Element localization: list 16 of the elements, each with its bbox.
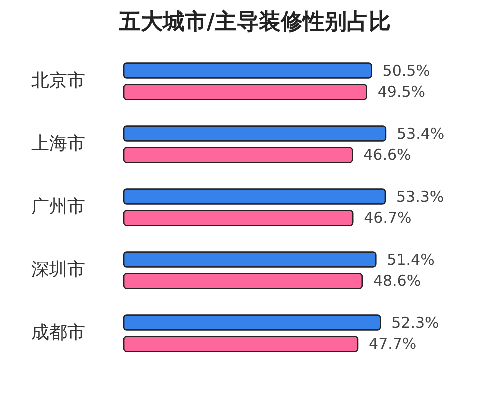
y-tick-label: 成都市 bbox=[32, 322, 86, 344]
y-tick-label: 广州市 bbox=[32, 196, 86, 218]
chart-title: 五大城市/主导装修性别占比 bbox=[118, 9, 392, 35]
y-tick-label: 北京市 bbox=[32, 70, 86, 92]
data-label: 47.7% bbox=[369, 335, 417, 354]
data-label: 53.3% bbox=[396, 188, 444, 206]
data-label: 51.4% bbox=[387, 250, 435, 269]
data-label: 52.3% bbox=[392, 314, 440, 332]
data-label: 50.5% bbox=[382, 62, 430, 80]
y-tick-label: 上海市 bbox=[32, 134, 86, 154]
data-label: 46.6% bbox=[364, 146, 412, 164]
y-tick-label: 深圳市 bbox=[32, 260, 86, 280]
data-label: 48.6% bbox=[373, 272, 422, 290]
data-label: 46.7% bbox=[364, 209, 412, 228]
data-label: 49.5% bbox=[378, 83, 426, 102]
data-label: 53.4% bbox=[397, 124, 445, 143]
